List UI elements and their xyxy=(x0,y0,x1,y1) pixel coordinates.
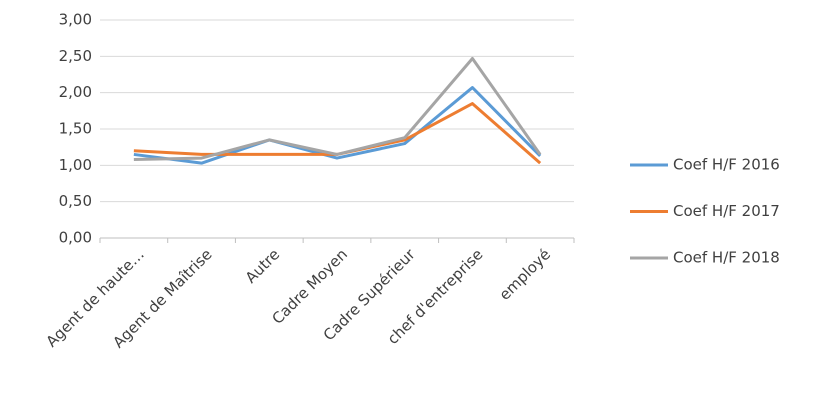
y-tick-label: 2,00 xyxy=(59,83,92,101)
x-tick-label: Autre xyxy=(242,245,284,287)
y-tick-label: 0,00 xyxy=(59,229,92,247)
series-line xyxy=(133,57,542,162)
x-tick-label: employé xyxy=(496,245,555,304)
y-tick-label: 1,50 xyxy=(59,120,92,138)
y-tick-label: 0,50 xyxy=(59,192,92,210)
y-tick-label: 3,00 xyxy=(59,11,92,29)
y-tick-label: 1,00 xyxy=(59,156,92,174)
legend-label: Coef H/F 2018 xyxy=(673,249,780,267)
series-line xyxy=(133,86,542,165)
legend-label: Coef H/F 2017 xyxy=(673,202,780,220)
legend-label: Coef H/F 2016 xyxy=(673,156,780,174)
y-tick-label: 2,50 xyxy=(59,47,92,65)
